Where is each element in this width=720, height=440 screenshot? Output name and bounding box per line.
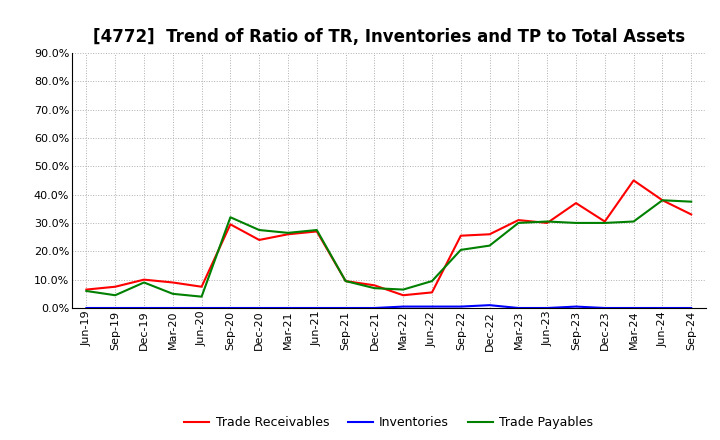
Line: Trade Receivables: Trade Receivables (86, 180, 691, 295)
Trade Payables (543, 219, 552, 224)
Trade Payables (629, 219, 638, 224)
Inventories (428, 304, 436, 309)
Trade Receivables (284, 231, 292, 237)
Inventories (485, 303, 494, 308)
Legend: Trade Receivables, Inventories, Trade Payables: Trade Receivables, Inventories, Trade Pa… (179, 411, 598, 434)
Inventories (456, 304, 465, 309)
Trade Receivables (197, 284, 206, 290)
Trade Receivables (543, 220, 552, 226)
Trade Receivables (312, 229, 321, 234)
Trade Payables (485, 243, 494, 248)
Inventories (399, 304, 408, 309)
Trade Receivables (168, 280, 177, 285)
Trade Receivables (600, 219, 609, 224)
Inventories (255, 305, 264, 311)
Inventories (341, 305, 350, 311)
Trade Payables (370, 286, 379, 291)
Trade Payables (658, 198, 667, 203)
Trade Payables (140, 280, 148, 285)
Trade Payables (687, 199, 696, 204)
Inventories (82, 305, 91, 311)
Inventories (111, 305, 120, 311)
Inventories (168, 305, 177, 311)
Inventories (197, 305, 206, 311)
Inventories (658, 305, 667, 311)
Trade Receivables (629, 178, 638, 183)
Inventories (370, 305, 379, 311)
Line: Inventories: Inventories (86, 305, 691, 308)
Trade Receivables (255, 237, 264, 242)
Trade Payables (197, 294, 206, 299)
Trade Receivables (572, 201, 580, 206)
Trade Payables (456, 247, 465, 253)
Trade Receivables (82, 287, 91, 292)
Trade Receivables (341, 279, 350, 284)
Inventories (572, 304, 580, 309)
Inventories (543, 305, 552, 311)
Trade Receivables (658, 198, 667, 203)
Trade Receivables (111, 284, 120, 290)
Trade Payables (111, 293, 120, 298)
Line: Trade Payables: Trade Payables (86, 200, 691, 297)
Trade Receivables (399, 293, 408, 298)
Inventories (600, 305, 609, 311)
Trade Receivables (226, 222, 235, 227)
Trade Payables (399, 287, 408, 292)
Inventories (284, 305, 292, 311)
Inventories (687, 305, 696, 311)
Trade Receivables (514, 217, 523, 223)
Trade Payables (255, 227, 264, 233)
Trade Receivables (140, 277, 148, 282)
Trade Payables (82, 288, 91, 293)
Trade Payables (284, 230, 292, 235)
Trade Payables (600, 220, 609, 226)
Trade Payables (312, 227, 321, 233)
Inventories (312, 305, 321, 311)
Trade Receivables (370, 282, 379, 288)
Inventories (226, 305, 235, 311)
Trade Receivables (456, 233, 465, 238)
Trade Payables (428, 279, 436, 284)
Inventories (629, 305, 638, 311)
Trade Payables (514, 220, 523, 226)
Trade Receivables (485, 231, 494, 237)
Title: [4772]  Trend of Ratio of TR, Inventories and TP to Total Assets: [4772] Trend of Ratio of TR, Inventories… (93, 28, 685, 46)
Trade Payables (168, 291, 177, 297)
Inventories (140, 305, 148, 311)
Trade Receivables (428, 290, 436, 295)
Trade Receivables (687, 212, 696, 217)
Trade Payables (572, 220, 580, 226)
Trade Payables (226, 215, 235, 220)
Inventories (514, 305, 523, 311)
Trade Payables (341, 279, 350, 284)
